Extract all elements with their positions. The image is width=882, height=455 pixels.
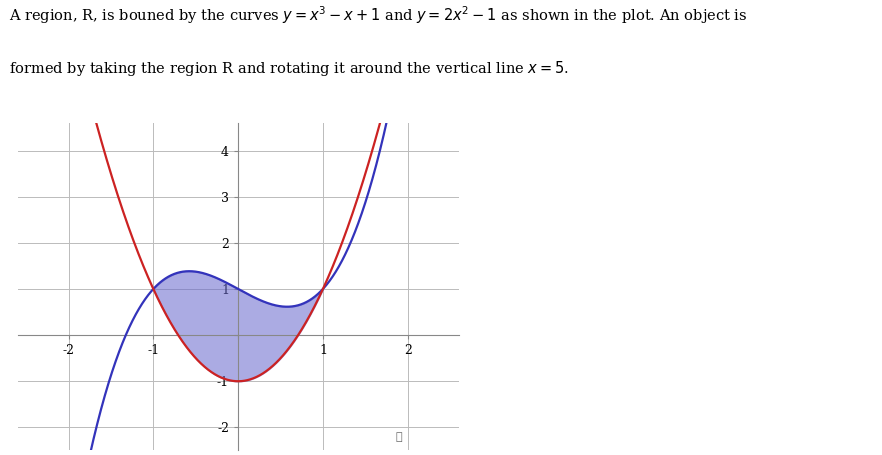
Text: formed by taking the region R and rotating it around the vertical line $x = 5$.: formed by taking the region R and rotati… [9,59,569,78]
Text: A region, R, is bouned by the curves $y = x^3 - x + 1$ and $y = 2x^2 - 1$ as sho: A region, R, is bouned by the curves $y … [9,5,747,26]
Text: 🔍: 🔍 [396,432,402,442]
